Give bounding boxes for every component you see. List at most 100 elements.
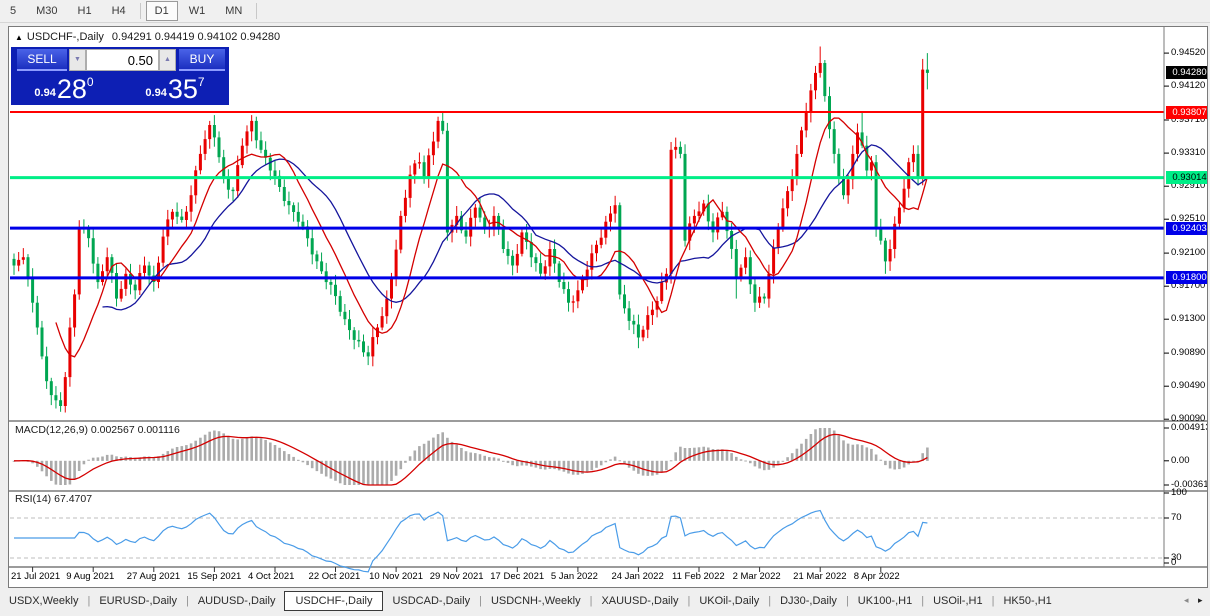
tab-separator: |	[991, 594, 995, 607]
tab-separator: |	[479, 594, 482, 607]
macd-name: MACD(12,26,9)	[15, 424, 88, 436]
date-axis-label: 21 Jul 2021	[11, 571, 61, 582]
timeframe-button-m30[interactable]: M30	[36, 5, 58, 17]
price-axis-tick: 0.91700	[1171, 280, 1206, 292]
spin-down-icon: ▼	[74, 56, 81, 63]
chart-symbol-label: USDCHF-,Daily	[26, 31, 104, 43]
timeframe-button-mn[interactable]: MN	[225, 5, 243, 17]
tab-audusd-daily[interactable]: AUDUSD-,Daily	[197, 594, 276, 607]
price-axis-tick: 0.90890	[1171, 347, 1206, 359]
tab-usdcad-daily[interactable]: USDCAD-,Daily	[392, 594, 471, 607]
toolbar-separator	[139, 3, 141, 19]
toolbar-separator	[256, 3, 258, 19]
buy-button[interactable]: BUY	[179, 49, 225, 71]
date-axis-label: 24 Jan 2022	[611, 571, 664, 582]
hline-price-badge: 0.91800	[1166, 271, 1207, 285]
tab-separator: |	[589, 594, 593, 607]
date-axis-label: 9 Aug 2021	[66, 571, 115, 582]
chart-title: ▲ USDCHF-,Daily 0.94291 0.94419 0.94102 0.…	[15, 31, 280, 43]
tab-ukoil-daily[interactable]: UKOil-,Daily	[699, 594, 760, 607]
chart-window: ▲ USDCHF-,Daily 0.94291 0.94419 0.94102 0.…	[8, 26, 1208, 588]
tab-usoil-h1[interactable]: USOil-,H1	[933, 594, 983, 607]
tab-separator: |	[185, 594, 189, 607]
tabs-scroll-left-icon[interactable]: ◂	[1184, 595, 1189, 605]
tab-usdchf-daily[interactable]: USDCHF-,Daily	[284, 590, 384, 611]
rsi-indicator-label: RSI(14) 67.4707	[15, 493, 92, 505]
tab-uk100-h1[interactable]: UK100-,H1	[857, 594, 913, 607]
date-axis-label: 21 Mar 2022	[793, 571, 847, 582]
buy-price-prefix: 0.94	[145, 87, 167, 99]
tab-usdx-weekly[interactable]: USDX,Weekly	[9, 594, 79, 607]
hline-price-badge: 0.93807	[1166, 105, 1207, 119]
tab-separator: |	[845, 594, 849, 607]
sell-price-prefix: 0.94	[34, 87, 56, 99]
price-axis-tick: 0.92510	[1171, 213, 1206, 225]
date-axis-label: 27 Aug 2021	[126, 571, 181, 582]
price-axis-tick: 0.93310	[1171, 147, 1206, 159]
tab-hk50-h1[interactable]: HK50-,H1	[1003, 594, 1052, 607]
macd-indicator-label: MACD(12,26,9) 0.002567 0.001116	[15, 424, 180, 436]
hline-price-badge: 0.92403	[1166, 221, 1207, 235]
rsi-axis-tick: 70	[1171, 512, 1182, 523]
chart-ohlc-values: 0.94291 0.94419 0.94102 0.94280	[111, 31, 281, 43]
rsi-axis-tick: 0	[1171, 557, 1177, 568]
tab-separator: |	[87, 594, 91, 607]
price-axis-tick: 0.92100	[1171, 247, 1206, 259]
chart-tab-bar: USDX,Weekly | EURUSD-,Daily | AUDUSD-,Daily U…	[0, 589, 1210, 612]
rsi-axis-tick: 100	[1171, 487, 1187, 498]
tab-dj30-daily[interactable]: DJ30-,Daily	[780, 594, 837, 607]
date-axis-label: 22 Oct 2021	[308, 571, 361, 582]
sell-price-sup: 0	[86, 75, 94, 89]
volume-input[interactable]	[86, 49, 159, 71]
rsi-axis-tick: 30	[1171, 552, 1182, 563]
date-axis-label: 2 Mar 2022	[732, 571, 781, 582]
macd-values: 0.002567 0.001116	[90, 424, 180, 436]
macd-axis-tick: 0.004913	[1171, 422, 1208, 433]
buy-price[interactable]: 0.94 35 7	[121, 73, 229, 103]
rsi-name: RSI(14)	[15, 493, 52, 505]
date-axis-label: 8 Apr 2022	[853, 571, 900, 582]
current-price-badge: 0.94280	[1166, 66, 1207, 80]
buy-price-big: 35	[167, 74, 198, 104]
date-axis-label: 17 Dec 2021	[490, 571, 545, 582]
macd-axis-tick: 0.00	[1171, 454, 1190, 466]
timeframe-button-h1[interactable]: H1	[77, 5, 92, 17]
tab-separator: |	[768, 594, 772, 607]
spread-increase-button[interactable]: ▲	[159, 49, 176, 71]
timeframe-button-5[interactable]: 5	[10, 5, 17, 17]
tab-xauusd-daily[interactable]: XAUUSD-,Daily	[601, 594, 679, 607]
sell-button[interactable]: SELL	[17, 49, 67, 71]
price-axis-tick: 0.90090	[1171, 413, 1206, 425]
date-axis-label: 29 Nov 2021	[429, 571, 484, 582]
price-axis-tick: 0.91300	[1171, 313, 1206, 325]
collapse-triangle-icon[interactable]: ▲	[15, 33, 23, 42]
rsi-value: 67.4707	[54, 493, 93, 505]
price-axis-tick: 0.94120	[1171, 80, 1206, 92]
timeframe-button-d1[interactable]: D1	[145, 1, 178, 21]
sell-price-big: 28	[56, 74, 87, 104]
date-axis-label: 10 Nov 2021	[369, 571, 423, 582]
tabs-scroll-right-icon[interactable]: ▸	[1198, 595, 1203, 605]
date-axis-label: 4 Oct 2021	[247, 571, 295, 582]
macd-axis-tick: -0.003614	[1171, 479, 1208, 490]
spread-decrease-button[interactable]: ▼	[69, 49, 86, 71]
timeframe-button-h4[interactable]: H4	[111, 5, 126, 17]
tab-separator: |	[687, 594, 691, 607]
price-axis-tick: 0.90490	[1171, 380, 1206, 392]
timeframe-button-w1[interactable]: W1	[188, 5, 206, 17]
price-axis-tick: 0.93710	[1171, 114, 1206, 126]
hline-price-badge: 0.93014	[1166, 171, 1207, 185]
price-axis-tick: 0.92910	[1171, 180, 1206, 192]
tab-eurusd-daily[interactable]: EURUSD-,Daily	[99, 594, 177, 607]
tab-separator: |	[921, 594, 925, 607]
price-chart-canvas[interactable]	[9, 27, 1208, 588]
sell-price[interactable]: 0.94 28 0	[11, 73, 117, 103]
spin-up-icon: ▲	[164, 56, 171, 63]
buy-price-sup: 7	[197, 75, 205, 89]
tab-usdcnh-weekly[interactable]: USDCNH-,Weekly	[490, 594, 581, 607]
date-axis-label: 15 Sep 2021	[187, 571, 242, 582]
date-axis-label: 11 Feb 2022	[672, 571, 725, 582]
date-axis-label: 5 Jan 2022	[550, 571, 598, 582]
timeframe-toolbar: 5 M30 H1 H4 D1 W1 MN	[0, 0, 1210, 23]
